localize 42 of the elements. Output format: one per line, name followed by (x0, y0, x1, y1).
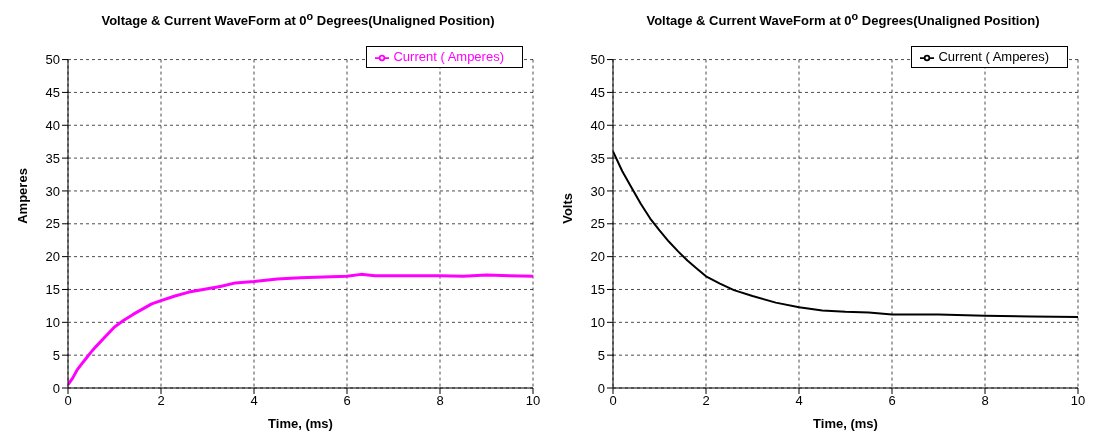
y-tick-label: 30 (45, 183, 60, 199)
legend-label: Current ( Amperes) (393, 49, 504, 64)
x-tick-label: 10 (1070, 393, 1086, 409)
y-tick-label: 0 (597, 380, 605, 396)
y-tick-label: 35 (590, 150, 605, 166)
y-tick-label: 20 (45, 249, 60, 265)
y-tick-label: 15 (590, 282, 605, 298)
x-tick-label: 0 (64, 393, 72, 409)
x-tick-label: 0 (609, 393, 617, 409)
y-tick-label: 20 (590, 249, 605, 265)
y-tick-label: 30 (590, 183, 605, 199)
y-tick-label: 40 (590, 117, 605, 133)
x-tick-label: 2 (702, 393, 710, 409)
y-tick-label: 35 (45, 150, 60, 166)
x-tick-label: 2 (157, 393, 165, 409)
y-tick-label: 25 (45, 216, 60, 232)
y-tick-label: 40 (45, 117, 60, 133)
legend-label: Current ( Amperes) (938, 49, 1049, 64)
x-axis-title: Time, (ms) (268, 416, 333, 431)
x-tick-label: 6 (888, 393, 896, 409)
y-tick-label: 45 (45, 85, 60, 101)
y-axis-title: Amperes (14, 168, 30, 224)
y-tick-label: 25 (590, 216, 605, 232)
chart-title: Voltage & Current WaveForm at 0$^{o}$ Degrees(Unaligned Position) (100, 10, 496, 29)
y-tick-label: 10 (590, 314, 605, 330)
x-tick-label: 4 (795, 393, 803, 409)
x-tick-label: 10 (525, 393, 541, 409)
y-axis-title: Volts (559, 192, 575, 224)
y-tick-label: 5 (52, 347, 60, 363)
x-tick-label: 4 (250, 393, 258, 409)
y-tick-label: 45 (590, 85, 605, 101)
y-tick-label: 50 (45, 52, 60, 68)
x-axis-title: Time, (ms) (813, 416, 878, 431)
chart-title: Voltage & Current WaveForm at 0$^{o}$ Degrees(Unaligned Position) (645, 10, 1041, 29)
y-tick-label: 15 (45, 282, 60, 298)
x-tick-label: 8 (981, 393, 989, 409)
y-tick-label: 0 (52, 380, 60, 396)
y-tick-label: 50 (590, 52, 605, 68)
y-tick-label: 5 (597, 347, 605, 363)
y-tick-label: 10 (45, 314, 60, 330)
x-tick-label: 8 (436, 393, 444, 409)
x-tick-label: 6 (343, 393, 351, 409)
